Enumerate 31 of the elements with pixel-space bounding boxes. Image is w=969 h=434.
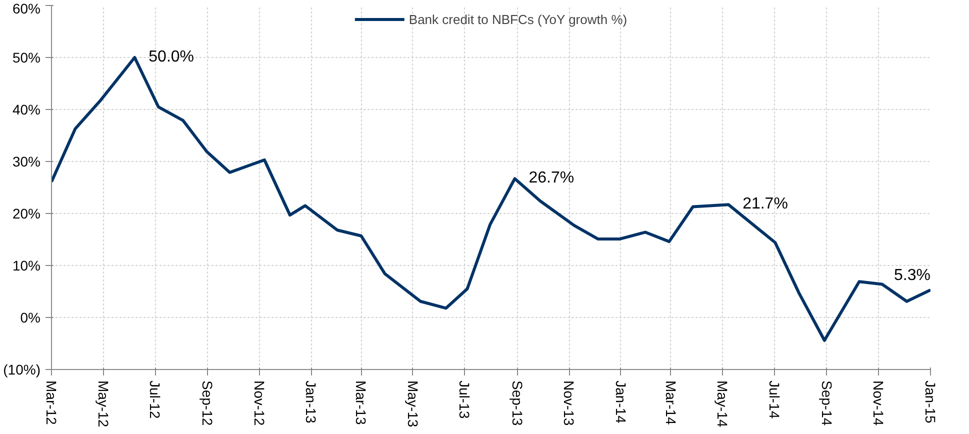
y-tick-label: (10%) [3,362,41,378]
y-tick-label: 20% [12,206,41,222]
x-tick-label: Jul-14 [766,380,782,419]
x-tick-label: May-12 [95,380,112,428]
x-tick-label: Jan-13 [303,380,320,424]
x-tick-label: Nov-14 [870,380,887,426]
y-tick-label: 60% [12,0,41,16]
x-tick-label: Jan-14 [612,380,629,424]
y-tick-label: 30% [12,154,41,170]
y-tick-label: 0% [20,310,40,326]
x-tick-label: Sep-12 [200,380,216,426]
x-tick-label: May-13 [404,380,421,428]
x-tick-label: Jan-15 [922,380,938,424]
x-tick-label: Sep-13 [509,380,526,426]
x-tick-label: May-14 [714,380,731,428]
annotation: 50.0% [148,48,194,66]
x-tick-label: Jul-13 [456,380,473,419]
annotation: 26.7% [528,170,574,187]
x-tick-label: Mar-14 [662,380,679,426]
y-tick-label: 10% [12,258,41,274]
x-tick-label: Mar-13 [353,380,370,426]
x-tick-label: Mar-12 [44,380,60,426]
y-tick-label: 40% [12,102,41,118]
x-tick-label: Sep-14 [818,380,835,426]
x-tick-label: Nov-12 [251,380,268,426]
legend-label: Bank credit to NBFCs (YoY growth %) [408,12,628,26]
annotation: 21.7% [742,196,788,213]
x-tick-label: Nov-13 [561,380,578,426]
y-tick-label: 50% [12,50,41,66]
annotation: 5.3% [894,266,930,284]
x-tick-label: Jul-12 [147,380,164,419]
